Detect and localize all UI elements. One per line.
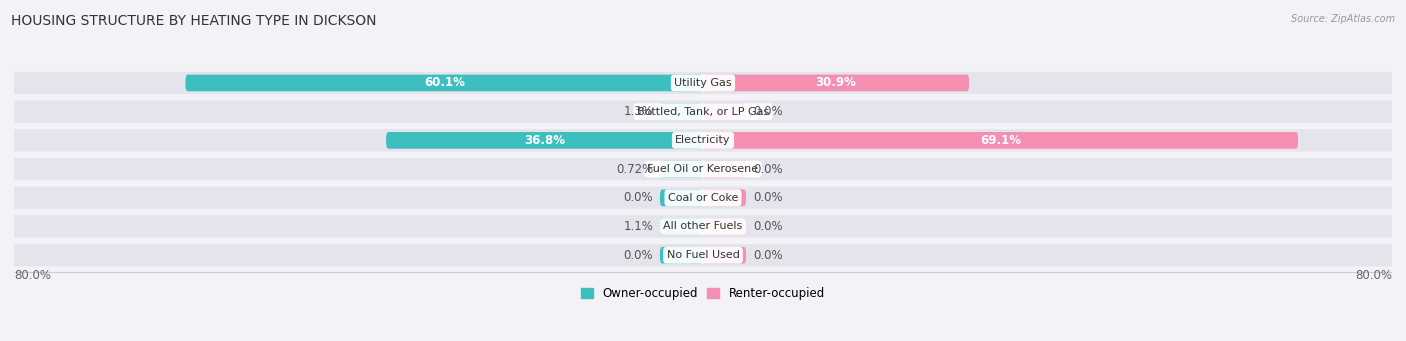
Text: 0.0%: 0.0% bbox=[754, 220, 783, 233]
Text: HOUSING STRUCTURE BY HEATING TYPE IN DICKSON: HOUSING STRUCTURE BY HEATING TYPE IN DIC… bbox=[11, 14, 377, 28]
FancyBboxPatch shape bbox=[11, 101, 1395, 123]
Text: Coal or Coke: Coal or Coke bbox=[668, 193, 738, 203]
FancyBboxPatch shape bbox=[659, 161, 703, 177]
FancyBboxPatch shape bbox=[11, 187, 1395, 209]
Text: 0.0%: 0.0% bbox=[754, 249, 783, 262]
FancyBboxPatch shape bbox=[703, 132, 1298, 149]
FancyBboxPatch shape bbox=[11, 158, 1395, 180]
FancyBboxPatch shape bbox=[703, 247, 747, 264]
Text: Electricity: Electricity bbox=[675, 135, 731, 145]
FancyBboxPatch shape bbox=[11, 215, 1395, 238]
FancyBboxPatch shape bbox=[703, 161, 747, 177]
Text: All other Fuels: All other Fuels bbox=[664, 222, 742, 232]
Text: 80.0%: 80.0% bbox=[1355, 269, 1392, 282]
Text: Fuel Oil or Kerosene: Fuel Oil or Kerosene bbox=[647, 164, 759, 174]
Text: Source: ZipAtlas.com: Source: ZipAtlas.com bbox=[1291, 14, 1395, 24]
FancyBboxPatch shape bbox=[186, 75, 703, 91]
Text: 69.1%: 69.1% bbox=[980, 134, 1021, 147]
Text: 30.9%: 30.9% bbox=[815, 76, 856, 89]
FancyBboxPatch shape bbox=[703, 218, 747, 235]
Text: 80.0%: 80.0% bbox=[14, 269, 51, 282]
Text: 36.8%: 36.8% bbox=[524, 134, 565, 147]
FancyBboxPatch shape bbox=[659, 247, 703, 264]
FancyBboxPatch shape bbox=[703, 75, 969, 91]
Text: 0.0%: 0.0% bbox=[623, 191, 652, 204]
FancyBboxPatch shape bbox=[11, 244, 1395, 266]
FancyBboxPatch shape bbox=[703, 103, 747, 120]
FancyBboxPatch shape bbox=[703, 190, 747, 206]
FancyBboxPatch shape bbox=[387, 132, 703, 149]
Text: 0.0%: 0.0% bbox=[754, 163, 783, 176]
Text: 60.1%: 60.1% bbox=[423, 76, 464, 89]
Text: Bottled, Tank, or LP Gas: Bottled, Tank, or LP Gas bbox=[637, 107, 769, 117]
Text: 1.3%: 1.3% bbox=[623, 105, 652, 118]
Text: 0.0%: 0.0% bbox=[623, 249, 652, 262]
FancyBboxPatch shape bbox=[659, 103, 703, 120]
Legend: Owner-occupied, Renter-occupied: Owner-occupied, Renter-occupied bbox=[581, 287, 825, 300]
Text: 0.0%: 0.0% bbox=[754, 105, 783, 118]
Text: 0.0%: 0.0% bbox=[754, 191, 783, 204]
Text: Utility Gas: Utility Gas bbox=[675, 78, 731, 88]
Text: 1.1%: 1.1% bbox=[623, 220, 652, 233]
FancyBboxPatch shape bbox=[659, 190, 703, 206]
FancyBboxPatch shape bbox=[659, 218, 703, 235]
FancyBboxPatch shape bbox=[11, 129, 1395, 151]
Text: No Fuel Used: No Fuel Used bbox=[666, 250, 740, 260]
Text: 0.72%: 0.72% bbox=[616, 163, 652, 176]
FancyBboxPatch shape bbox=[11, 72, 1395, 94]
